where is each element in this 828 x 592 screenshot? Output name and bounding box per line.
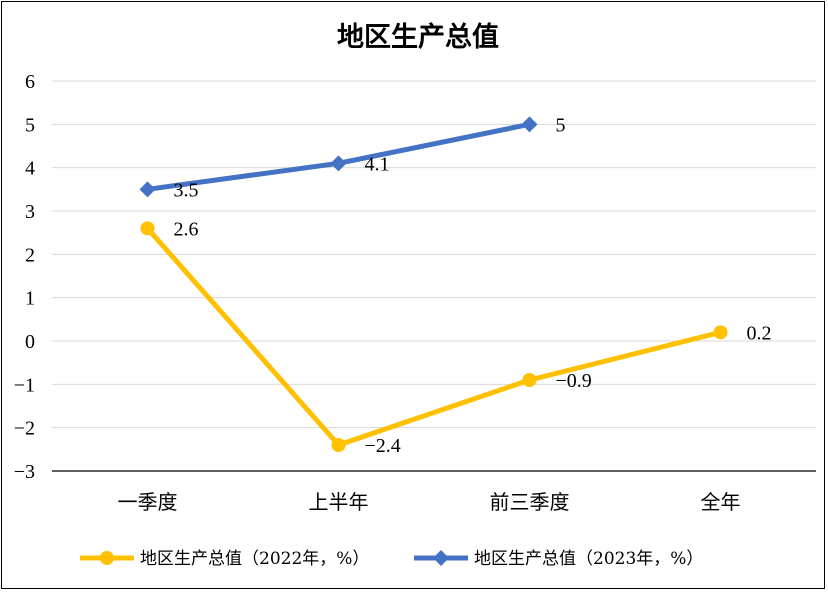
- y-tick-label: 2: [25, 244, 35, 266]
- chart-title: 地区生产总值: [337, 22, 499, 53]
- data-label: −2.4: [365, 435, 401, 457]
- legend-label: 地区生产总值（2022年，%）: [140, 549, 369, 569]
- series-1: 2.6 −2.4 −0.9 0.2: [140, 218, 772, 457]
- data-label: −0.9: [556, 370, 592, 392]
- legend-marker: [433, 550, 449, 566]
- y-tick-label: 0: [25, 331, 35, 353]
- series-line: [145, 226, 722, 448]
- legend-label: 地区生产总值（2023年，%）: [474, 549, 703, 569]
- data-point: [140, 221, 155, 236]
- data-label: 3.5: [174, 179, 199, 201]
- data-label: 4.1: [365, 153, 390, 175]
- x-tick-label: 上半年: [309, 490, 369, 514]
- x-tick-label: 全年: [701, 490, 741, 514]
- data-label: 0.2: [747, 322, 772, 344]
- series-layer: 2.6 −2.4 −0.9 0.2 3.5 4.1 5: [139, 114, 772, 457]
- y-tick-label: 6: [25, 71, 35, 93]
- data-point: [139, 181, 156, 198]
- y-tick-label: 1: [25, 288, 35, 310]
- y-tick-label: −1: [14, 374, 35, 396]
- y-axis-ticks: 6 5 4 3 2 1 0 −1 −2 −3: [14, 71, 35, 483]
- x-tick-label: 前三季度: [490, 490, 570, 514]
- data-label: 5: [556, 114, 566, 136]
- legend-marker: [100, 551, 114, 565]
- y-tick-label: 3: [25, 201, 35, 223]
- x-axis-ticks: 一季度 上半年 前三季度 全年: [118, 490, 741, 514]
- data-point: [521, 116, 538, 133]
- data-point: [331, 438, 346, 452]
- data-point: [522, 373, 537, 387]
- y-tick-label: 5: [25, 114, 35, 136]
- legend: 地区生产总值（2022年，%） 地区生产总值（2023年，%）: [80, 549, 703, 569]
- legend-item-1: 地区生产总值（2022年，%）: [80, 549, 369, 569]
- data-label: 2.6: [174, 218, 199, 240]
- data-point: [330, 155, 347, 172]
- y-tick-label: −2: [14, 418, 35, 440]
- legend-item-2: 地区生产总值（2023年，%）: [414, 549, 703, 569]
- y-tick-label: −3: [14, 461, 35, 483]
- x-tick-label: 一季度: [118, 490, 178, 514]
- data-point: [713, 325, 728, 340]
- y-tick-label: 4: [25, 158, 35, 180]
- series-2: 3.5 4.1 5: [139, 114, 566, 201]
